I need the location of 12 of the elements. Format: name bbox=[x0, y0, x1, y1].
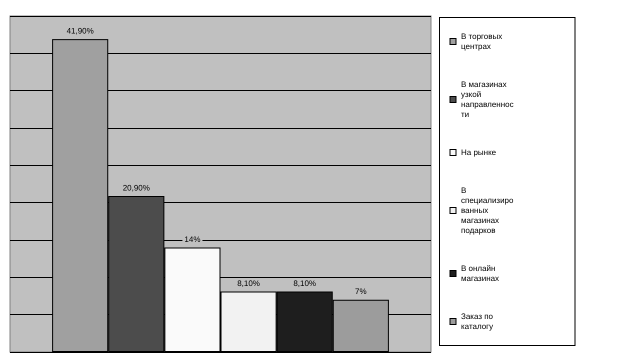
legend-label: В торговых центрах bbox=[461, 32, 504, 51]
data-label: 41,90% bbox=[66, 26, 94, 36]
legend-label: На рынке bbox=[461, 148, 497, 157]
data-label: 7% bbox=[355, 287, 367, 296]
legend-label: В специализированных магазинах подарков bbox=[461, 186, 514, 235]
legend-label: В онлайн магазинах bbox=[461, 264, 500, 283]
legend-label: В магазинах узкой направленности bbox=[461, 80, 514, 119]
data-label: 20,90% bbox=[122, 183, 150, 192]
data-label: 8,10% bbox=[237, 279, 260, 288]
data-label: 8,10% bbox=[293, 279, 316, 288]
legend-label: Заказ по каталогу bbox=[461, 312, 496, 331]
data-label: 14% bbox=[184, 234, 200, 244]
